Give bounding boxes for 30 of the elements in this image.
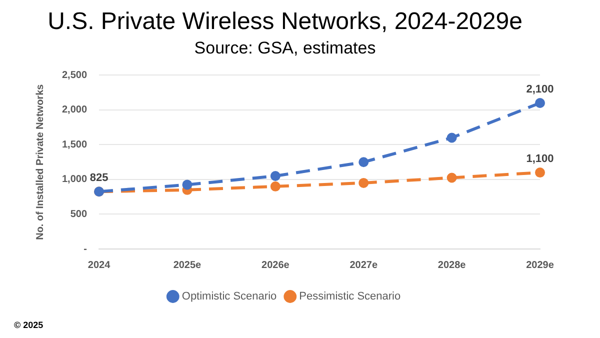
- x-tick-label: 2027e: [350, 260, 378, 271]
- point: [446, 172, 457, 183]
- point: [535, 98, 545, 108]
- legend-label: Optimistic Scenario: [182, 290, 277, 303]
- data-label: 2,100: [526, 84, 554, 96]
- y-tick-label: 1,500: [62, 139, 88, 150]
- x-tick-label: 2025e: [173, 260, 202, 271]
- chart-subtitle: Source: GSA, estimates: [194, 38, 376, 58]
- y-tick-label: 2,000: [62, 104, 88, 116]
- y-axis-title: No. of Installed Private Networks: [34, 84, 46, 240]
- point: [535, 168, 545, 178]
- text: © 2025: [14, 320, 44, 330]
- y-tick-label: 1,000: [62, 174, 88, 186]
- y-tick-label: 2,500: [62, 70, 88, 81]
- chart-title: U.S. Private Wireless Networks, 2024-2029e: [48, 8, 522, 36]
- x-tick-label: 2026e: [262, 260, 290, 271]
- point: [182, 180, 192, 190]
- data-label: 1,100: [526, 153, 554, 166]
- x-tick-label: 2028e: [438, 260, 466, 271]
- point: [270, 171, 280, 182]
- y-tick-label: 500: [70, 208, 88, 220]
- legend-label: Pessimistic Scenario: [299, 290, 401, 303]
- x-tick-label: 2029e: [526, 260, 554, 271]
- point: [446, 132, 457, 143]
- point: [358, 178, 369, 188]
- x-tick-label: 2024: [88, 260, 111, 271]
- point: [270, 181, 280, 192]
- y-tick-label: -: [84, 244, 88, 255]
- point: [358, 157, 369, 168]
- data-label: 825: [90, 172, 108, 184]
